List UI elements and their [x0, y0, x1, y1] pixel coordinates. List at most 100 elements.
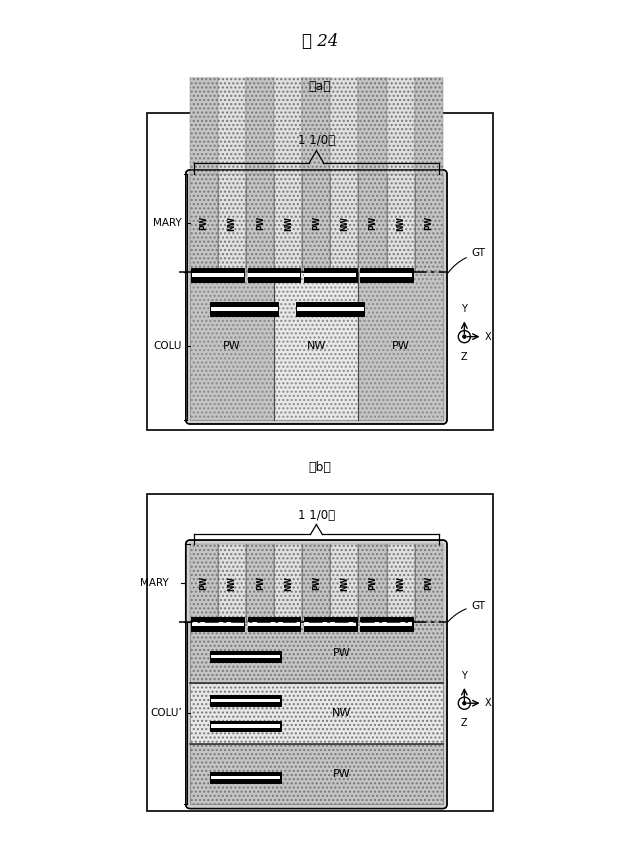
Bar [211, 776, 280, 779]
Bar [387, 544, 415, 622]
Text: PW: PW [223, 341, 241, 351]
Bar [211, 655, 280, 658]
Text: MARY: MARY [140, 578, 168, 588]
Bar [218, 76, 246, 273]
Text: X: X [484, 332, 491, 342]
Bar [211, 302, 278, 316]
Bar [246, 174, 275, 273]
Text: NW: NW [228, 216, 237, 230]
Text: NW: NW [396, 576, 405, 591]
Text: NW: NW [284, 576, 293, 591]
Text: PW: PW [424, 576, 433, 591]
Text: PW: PW [200, 216, 209, 230]
Bar [304, 622, 356, 625]
Text: Y: Y [461, 305, 467, 315]
Text: NW: NW [284, 216, 293, 230]
Bar [387, 174, 415, 273]
Bar [211, 306, 278, 311]
Bar [192, 273, 244, 277]
Bar [360, 273, 412, 277]
Text: PW: PW [333, 769, 351, 779]
Text: PW: PW [424, 216, 433, 230]
Text: NW: NW [340, 576, 349, 591]
Text: Z: Z [461, 352, 468, 362]
Bar [360, 268, 413, 282]
Bar [302, 76, 330, 273]
Text: COLU’: COLU’ [150, 708, 182, 718]
Text: NW: NW [396, 216, 405, 230]
Bar [246, 544, 275, 622]
Text: 図 24: 図 24 [301, 33, 339, 50]
Bar [246, 76, 275, 273]
Text: 1 1/0分: 1 1/0分 [298, 134, 335, 147]
Bar [211, 721, 281, 732]
Bar [248, 273, 300, 277]
Bar [358, 174, 387, 273]
Bar [248, 622, 300, 625]
Bar [358, 273, 443, 419]
Bar [330, 174, 358, 273]
Text: X: X [484, 698, 491, 708]
Bar [192, 622, 244, 625]
Bar [358, 544, 387, 622]
Bar [211, 651, 281, 662]
Text: （a）: （a） [308, 80, 332, 94]
Bar [248, 268, 300, 282]
Text: PW: PW [200, 576, 209, 591]
FancyBboxPatch shape [186, 170, 447, 424]
Bar [360, 617, 413, 630]
Bar [211, 695, 281, 706]
Bar [302, 544, 330, 622]
Bar [190, 76, 218, 273]
Bar [387, 76, 415, 273]
Text: PW: PW [312, 216, 321, 230]
Bar [218, 174, 246, 273]
Bar [190, 744, 443, 804]
Bar [302, 174, 330, 273]
Bar [358, 76, 387, 273]
Text: PW: PW [312, 576, 321, 591]
Bar [248, 617, 300, 630]
Circle shape [463, 701, 466, 705]
Text: PW: PW [333, 647, 351, 657]
Bar [275, 544, 302, 622]
Bar [275, 174, 302, 273]
Bar [296, 302, 364, 316]
Bar [304, 273, 356, 277]
Bar [297, 306, 364, 311]
Text: COLU: COLU [154, 341, 182, 351]
Text: GT: GT [448, 601, 486, 621]
Bar [190, 544, 218, 622]
Text: PW: PW [256, 576, 265, 591]
Bar [211, 724, 280, 728]
Text: NW: NW [228, 576, 237, 591]
FancyBboxPatch shape [186, 540, 447, 809]
Bar [190, 683, 443, 744]
Text: GT: GT [448, 248, 486, 273]
Bar [415, 174, 443, 273]
Bar [191, 268, 244, 282]
Bar [330, 544, 358, 622]
Text: （b）: （b） [308, 462, 332, 474]
Text: NW: NW [340, 216, 349, 230]
Bar [211, 699, 280, 702]
Bar [190, 273, 275, 419]
Bar [275, 273, 358, 419]
Bar [211, 772, 281, 783]
Bar [304, 268, 356, 282]
Text: PW: PW [368, 216, 377, 230]
Bar [415, 76, 443, 273]
Bar [330, 76, 358, 273]
Bar [304, 617, 356, 630]
Text: PW: PW [392, 341, 410, 351]
Bar [415, 544, 443, 622]
Text: NW: NW [332, 708, 351, 718]
Bar [190, 622, 443, 683]
Text: PW: PW [368, 576, 377, 591]
Text: Z: Z [461, 718, 468, 728]
Text: NW: NW [307, 341, 326, 351]
Circle shape [463, 335, 466, 338]
Text: 1 1/0分: 1 1/0分 [298, 509, 335, 522]
Bar [218, 544, 246, 622]
Bar [191, 617, 244, 630]
